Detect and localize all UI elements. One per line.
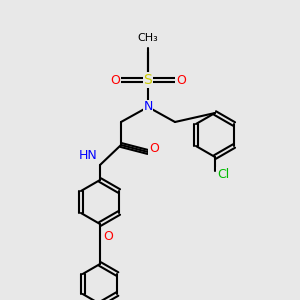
- Text: O: O: [103, 230, 113, 242]
- Text: O: O: [110, 74, 120, 86]
- Text: N: N: [143, 100, 153, 113]
- Text: S: S: [144, 73, 152, 87]
- Text: HN: HN: [79, 149, 98, 162]
- Text: Cl: Cl: [217, 167, 229, 181]
- Text: CH₃: CH₃: [138, 33, 158, 43]
- Text: O: O: [149, 142, 159, 155]
- Text: O: O: [176, 74, 186, 86]
